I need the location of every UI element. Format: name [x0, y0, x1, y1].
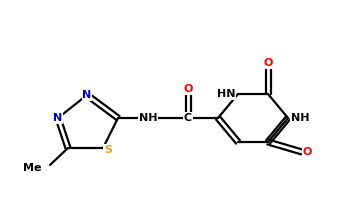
Text: NH: NH — [139, 113, 157, 123]
Text: O: O — [302, 147, 312, 157]
Text: O: O — [183, 84, 193, 94]
Text: NH: NH — [291, 113, 310, 123]
Text: Me: Me — [24, 163, 42, 173]
Text: S: S — [104, 145, 112, 155]
Text: C: C — [184, 113, 192, 123]
Text: O: O — [263, 58, 273, 68]
Text: HN: HN — [216, 89, 235, 99]
Text: N: N — [54, 113, 62, 123]
Text: N: N — [82, 90, 92, 100]
